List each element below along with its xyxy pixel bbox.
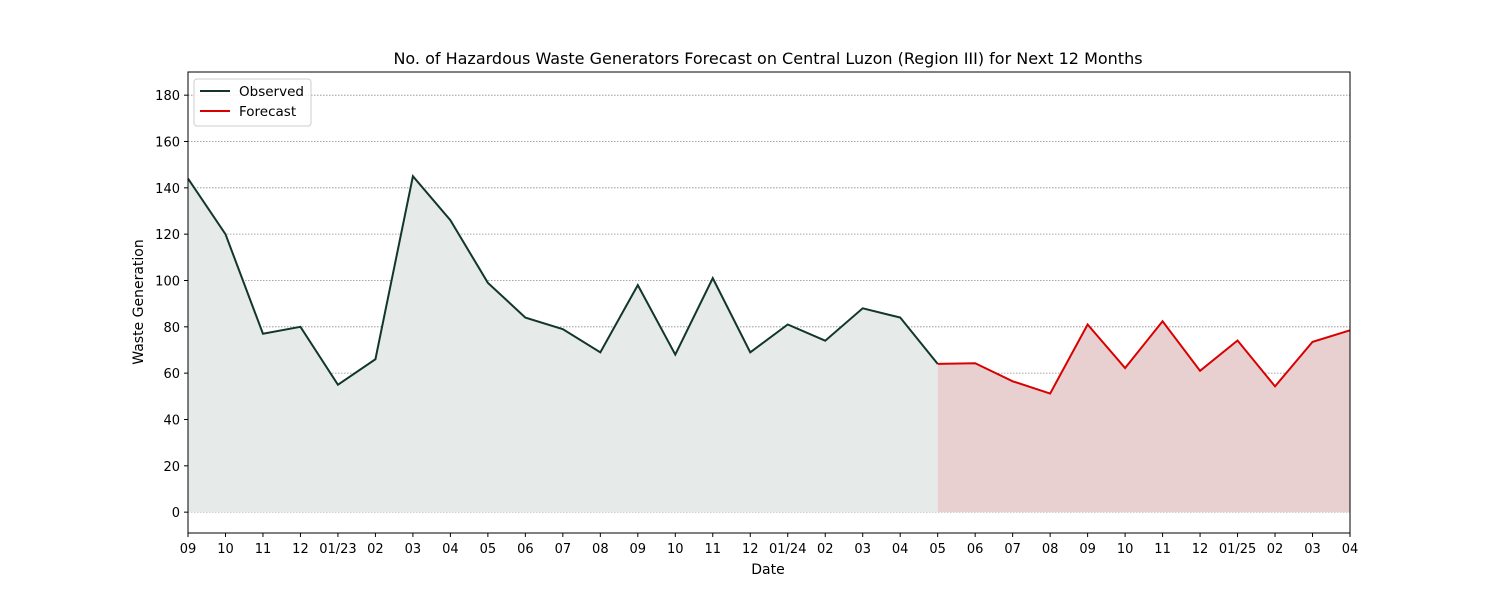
point-forecast [1086,323,1088,325]
x-tick-label: 10 [1117,542,1134,557]
x-tick-label: 12 [292,542,309,557]
point-forecast [1124,367,1126,369]
point-observed [637,284,639,286]
point-observed [262,333,264,335]
point-forecast [974,362,976,364]
x-tick-label: 03 [405,542,422,557]
legend-label-forecast: Forecast [239,104,296,120]
point-observed [712,277,714,279]
y-tick-label-80: 80 [163,321,180,336]
point-observed [862,307,864,309]
x-tick-label: 05 [480,542,497,557]
y-tick-label-120: 120 [155,228,180,243]
point-observed [824,340,826,342]
point-observed [524,316,526,318]
line-observed [187,174,939,387]
point-forecast [1274,385,1276,387]
y-axis-title: Waste Generation [131,239,147,364]
point-observed [487,282,489,284]
x-tick-label: 02 [817,542,834,557]
x-tick-label: 08 [1042,542,1059,557]
x-tick-label: 04 [1342,542,1359,557]
y-tick-label-60: 60 [163,367,180,382]
point-forecast [1011,380,1013,382]
point-observed [374,358,376,360]
x-tick-label: 12 [742,542,759,557]
point-observed [412,175,414,177]
point-forecast [1199,370,1201,372]
x-tick-label: 11 [255,542,272,557]
x-tick-label: 06 [517,542,534,557]
x-tick-label: 01/25 [1219,542,1256,557]
y-axis-ticks: 0 20 40 60 80 100 120 140 160 180 [155,89,188,521]
x-tick-label: 06 [967,542,984,557]
x-tick-label: 12 [1192,542,1209,557]
x-tick-label: 05 [929,542,946,557]
x-axis-ticks: 09 10 11 12 01/23 02 03 04 05 06 07 08 09 10 11 12 01/24… [180,533,1359,557]
x-tick-label: 07 [555,542,572,557]
x-tick-label: 10 [217,542,234,557]
x-tick-label: 04 [442,542,459,557]
area-forecast [937,321,1350,513]
point-observed [299,326,301,328]
x-tick-label: 03 [1304,542,1321,557]
point-forecast [1161,320,1163,322]
x-tick-label: 01/23 [319,542,356,557]
point-observed [562,328,564,330]
point-forecast [1049,392,1051,394]
x-tick-label: 10 [667,542,684,557]
y-tick-label-0: 0 [172,506,180,521]
point-observed [224,233,226,235]
area-fills [188,176,1350,513]
legend: Observed Forecast [193,78,312,127]
y-tick-label-140: 140 [155,182,180,197]
x-tick-label: 04 [892,542,909,557]
y-tick-label-180: 180 [155,89,180,104]
y-tick-label-160: 160 [155,135,180,150]
x-tick-label: 11 [1154,542,1171,557]
x-tick-label: 08 [592,542,609,557]
x-tick-label: 11 [705,542,722,557]
series-lines [187,174,1351,395]
line-forecast [937,319,1351,395]
x-tick-label: 09 [630,542,647,557]
x-tick-label: 02 [1267,542,1284,557]
chart-title: No. of Hazardous Waste Generators Foreca… [393,49,1142,68]
point-observed [449,219,451,221]
y-tick-label-20: 20 [163,460,180,475]
legend-label-observed: Observed [239,84,304,100]
point-observed [899,316,901,318]
plot-frame [187,71,1351,534]
point-forecast [1311,341,1313,343]
area-observed [188,176,938,513]
point-observed [749,351,751,353]
x-axis-title: Date [751,562,784,578]
point-forecast [1236,339,1238,341]
x-tick-label: 03 [854,542,871,557]
x-tick-label: 01/24 [769,542,806,557]
point-observed [599,351,601,353]
point-observed [674,353,676,355]
x-tick-label: 09 [180,542,197,557]
y-tick-label-100: 100 [155,274,180,289]
point-observed [787,323,789,325]
point-observed [337,384,339,386]
x-tick-label: 09 [1079,542,1096,557]
x-tick-label: 07 [1004,542,1021,557]
x-tick-label: 02 [367,542,384,557]
point-forecast [936,363,938,365]
y-tick-label-40: 40 [163,413,180,428]
